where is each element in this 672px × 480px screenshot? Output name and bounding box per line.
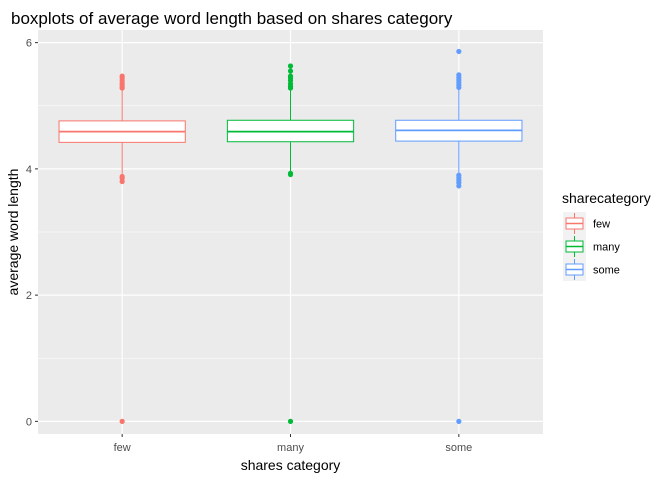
legend-title: sharecategory xyxy=(562,190,651,206)
y-tick-label: 6 xyxy=(26,38,32,50)
y-tick-label: 4 xyxy=(26,164,32,176)
y-axis-title: average word length xyxy=(5,169,21,296)
outlier-point xyxy=(119,73,125,79)
legend-key-some xyxy=(563,258,586,281)
outlier-point xyxy=(287,418,294,424)
legend-label: many xyxy=(593,242,620,254)
legend-label: some xyxy=(593,265,620,277)
x-tick-label: some xyxy=(445,442,472,454)
chart-title: boxplots of average word length based on… xyxy=(11,9,453,28)
legend: few many some xyxy=(563,212,620,281)
outlier-point xyxy=(287,170,294,176)
x-axis-ticks: few many some xyxy=(114,434,472,454)
outlier-point xyxy=(287,68,294,74)
legend-key-few xyxy=(563,212,586,235)
legend-label: few xyxy=(593,219,610,231)
outlier-point xyxy=(456,72,462,78)
x-tick-label: few xyxy=(114,442,131,454)
outlier-point xyxy=(119,173,125,180)
outlier-point xyxy=(287,73,294,79)
outlier-point xyxy=(287,63,294,69)
box-some xyxy=(395,48,523,424)
outlier-point xyxy=(456,418,462,424)
outlier-point xyxy=(119,418,125,424)
outlier-point xyxy=(456,48,462,55)
box-many xyxy=(226,63,355,424)
boxes xyxy=(58,48,523,424)
x-tick-label: many xyxy=(277,442,304,454)
y-tick-label: 2 xyxy=(26,290,32,302)
outlier-point xyxy=(456,172,462,178)
box-few xyxy=(58,73,186,424)
y-axis-ticks: 0 2 4 6 xyxy=(26,38,38,428)
legend-key-many xyxy=(563,235,586,258)
y-tick-label: 0 xyxy=(26,416,32,428)
x-axis-title: shares category xyxy=(241,457,341,473)
